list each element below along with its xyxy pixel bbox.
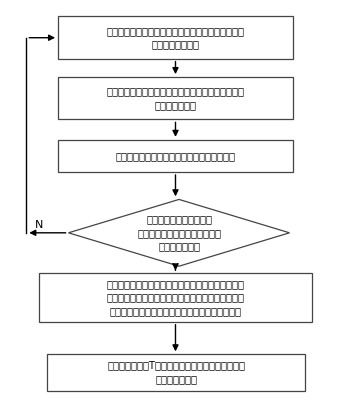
Text: 单片机控制器与镍氢电池电压检测模块通信，获得每
个镍氢电池的电压: 单片机控制器与镍氢电池电压检测模块通信，获得每 个镍氢电池的电压 [106, 26, 245, 49]
FancyBboxPatch shape [58, 16, 293, 59]
FancyBboxPatch shape [47, 354, 305, 391]
FancyBboxPatch shape [39, 273, 312, 322]
Text: 单片机控制器根据获得的镍氢电池电压，找出电压值
最大的镍氢电池: 单片机控制器根据获得的镍氢电池电压，找出电压值 最大的镍氢电池 [106, 86, 245, 110]
FancyBboxPatch shape [58, 77, 293, 119]
Text: 电压值最大的镍氢电池电
压与所有镍氢电池平均电压偏差
大于一设定阈值: 电压值最大的镍氢电池电 压与所有镍氢电池平均电压偏差 大于一设定阈值 [137, 214, 221, 252]
Text: 等待设定的时间T，单片机控制器通过控制端子断开
所有接触器开关: 等待设定的时间T，单片机控制器通过控制端子断开 所有接触器开关 [107, 361, 245, 384]
FancyBboxPatch shape [58, 140, 293, 172]
Text: N: N [34, 220, 43, 230]
Text: 单片机控制器求出所有镍氢电池电压的平均值: 单片机控制器求出所有镍氢电池电压的平均值 [116, 151, 236, 161]
Polygon shape [68, 199, 290, 266]
Text: 单片机通过控制电压最大镍氢电池单体对应的第一接
触器和第二接触器使电压值最大的镍氢电池单体与所
述放电电阻的并联，对所述镍氢电池单体进行放电: 单片机通过控制电压最大镍氢电池单体对应的第一接 触器和第二接触器使电压值最大的镍… [106, 279, 245, 316]
Text: Y: Y [172, 263, 179, 273]
